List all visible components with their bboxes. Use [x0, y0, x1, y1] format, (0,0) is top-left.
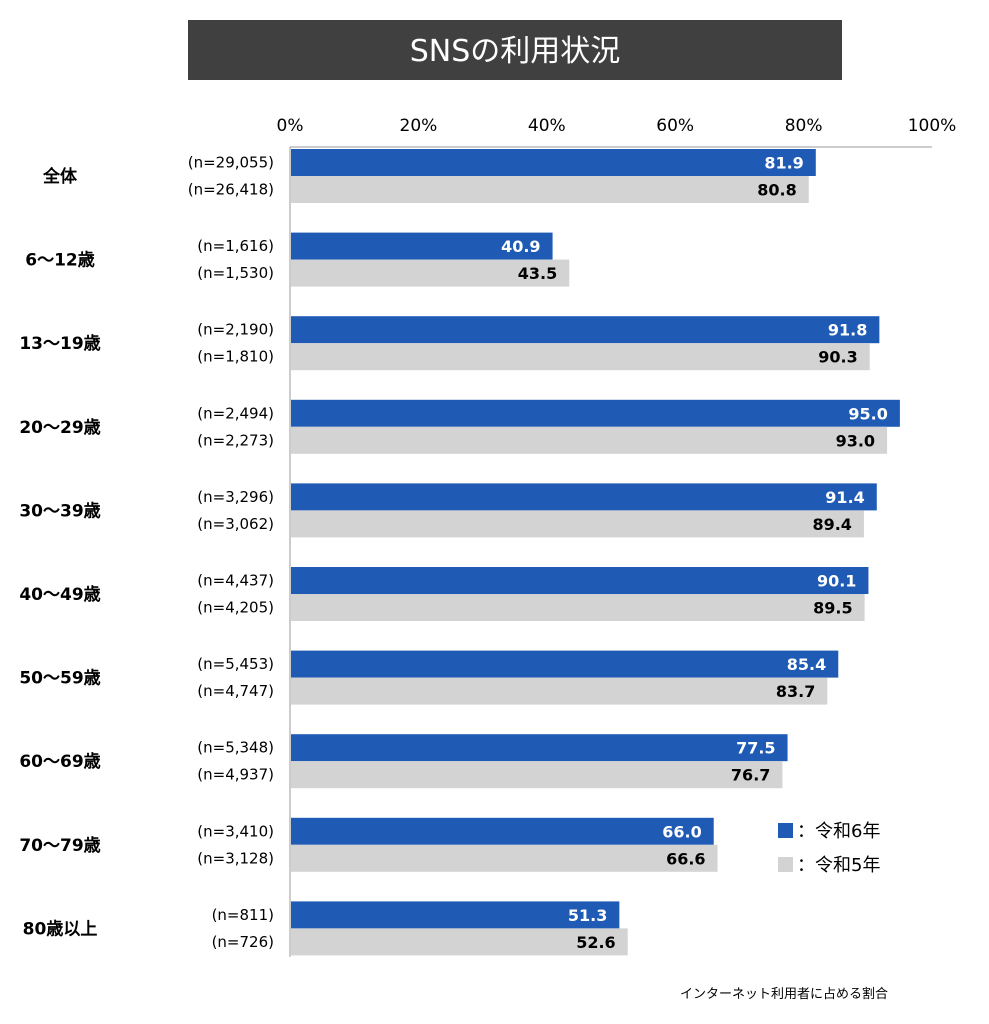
category-label: 13～19歳 — [19, 333, 100, 354]
sample-size-label: (n=1,530) — [197, 264, 274, 282]
sample-size-label: (n=5,453) — [197, 655, 274, 673]
legend-swatch — [778, 857, 793, 872]
data-label: 77.5 — [736, 739, 775, 758]
x-tick-label: 100% — [908, 116, 957, 136]
data-label: 95.0 — [848, 404, 887, 423]
sample-size-label: (n=5,348) — [197, 739, 274, 757]
chart-title: SNSの利用状況 — [410, 34, 621, 69]
sample-size-label: (n=811) — [212, 906, 274, 924]
legend-swatch — [778, 823, 793, 838]
category-label: 50～59歳 — [19, 668, 100, 689]
sample-size-label: (n=4,937) — [197, 766, 274, 784]
bar-reiwa6 — [291, 817, 714, 845]
data-label: 85.4 — [787, 655, 826, 674]
bar-reiwa5 — [291, 928, 628, 956]
data-label: 93.0 — [836, 431, 875, 450]
sample-size-label: (n=3,128) — [197, 849, 274, 867]
data-label: 91.4 — [825, 488, 864, 507]
data-label: 90.3 — [818, 348, 857, 367]
data-label: 40.9 — [501, 237, 540, 256]
data-label: 51.3 — [568, 906, 607, 925]
x-tick-label: 80% — [785, 116, 823, 136]
data-label: 80.8 — [757, 181, 796, 200]
bar-reiwa6 — [291, 734, 788, 762]
sample-size-label: (n=3,410) — [197, 822, 274, 840]
sample-size-label: (n=26,418) — [188, 181, 274, 199]
bar-reiwa5 — [291, 259, 570, 287]
bar-reiwa6 — [291, 483, 877, 511]
data-label: 90.1 — [817, 572, 856, 591]
bar-reiwa5 — [291, 510, 864, 538]
sample-size-label: (n=2,273) — [197, 431, 274, 449]
sample-size-label: (n=3,062) — [197, 515, 274, 533]
sample-size-label: (n=726) — [212, 933, 274, 951]
bar-reiwa5 — [291, 761, 783, 789]
title-bar — [188, 20, 842, 80]
bar-reiwa5 — [291, 426, 888, 454]
bar-reiwa5 — [291, 343, 870, 371]
sample-size-label: (n=4,747) — [197, 682, 274, 700]
legend-entry: ：令和5年 — [797, 855, 880, 876]
bar-reiwa5 — [291, 176, 809, 203]
category-label: 60～69歳 — [19, 751, 100, 772]
bar-reiwa5 — [291, 594, 865, 621]
data-label: 66.0 — [662, 822, 701, 841]
data-label: 66.6 — [666, 849, 705, 868]
data-label: 43.5 — [518, 264, 557, 283]
data-label: 76.7 — [731, 766, 770, 785]
data-label: 89.5 — [813, 599, 852, 618]
category-label: 6～12歳 — [25, 250, 95, 271]
bar-reiwa6 — [291, 567, 869, 594]
bar-reiwa5 — [291, 677, 828, 705]
data-label: 83.7 — [776, 682, 815, 701]
sample-size-label: (n=4,205) — [197, 599, 274, 617]
category-label: 全体 — [42, 166, 78, 187]
category-label: 80歳以上 — [23, 918, 98, 939]
footnote: インターネット利用者に占める割合 — [680, 986, 888, 1002]
legend-entry: ：令和6年 — [797, 821, 880, 842]
sample-size-label: (n=2,190) — [197, 321, 274, 339]
category-label: 40～49歳 — [19, 584, 100, 605]
bar-reiwa6 — [291, 901, 620, 929]
bar-reiwa6 — [291, 149, 816, 176]
bar-reiwa6 — [291, 316, 880, 344]
x-tick-label: 40% — [528, 116, 566, 136]
sample-size-label: (n=29,055) — [188, 154, 274, 172]
sample-size-label: (n=1,616) — [197, 237, 274, 255]
sample-size-label: (n=4,437) — [197, 572, 274, 590]
bar-reiwa6 — [291, 232, 553, 260]
data-label: 89.4 — [812, 515, 851, 534]
sample-size-label: (n=1,810) — [197, 348, 274, 366]
bar-reiwa5 — [291, 844, 718, 872]
data-label: 81.9 — [764, 154, 803, 173]
sample-size-label: (n=2,494) — [197, 404, 274, 422]
x-tick-label: 20% — [400, 116, 438, 136]
data-label: 91.8 — [828, 321, 867, 340]
x-tick-label: 0% — [277, 116, 304, 136]
sample-size-label: (n=3,296) — [197, 488, 274, 506]
category-label: 20～29歳 — [19, 417, 100, 438]
data-label: 52.6 — [576, 933, 615, 952]
bar-reiwa6 — [291, 399, 900, 427]
bar-reiwa6 — [291, 650, 839, 678]
category-label: 70～79歳 — [19, 835, 100, 856]
category-label: 30～39歳 — [19, 500, 100, 521]
x-tick-label: 60% — [656, 116, 694, 136]
